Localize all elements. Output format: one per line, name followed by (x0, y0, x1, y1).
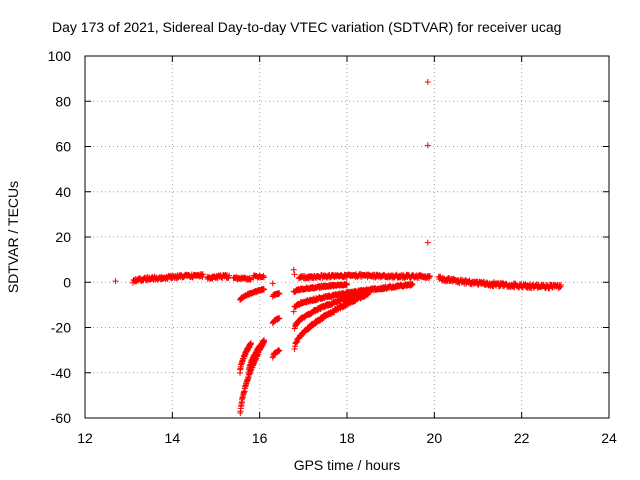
y-tick-label: 80 (55, 93, 71, 109)
data-point (276, 347, 283, 354)
y-tick-label: 60 (55, 139, 71, 155)
data-point (409, 281, 416, 288)
y-tick-label: 0 (63, 274, 71, 290)
data-points (112, 79, 564, 416)
data-point (424, 79, 431, 86)
y-tick-label: -20 (51, 320, 71, 336)
y-tick-label: -60 (51, 410, 71, 426)
data-point (112, 278, 119, 285)
y-tick-label: 100 (48, 48, 72, 64)
data-point (276, 290, 283, 297)
data-point (269, 280, 276, 287)
data-point (226, 272, 233, 279)
data-point (261, 274, 268, 281)
chart-title: Day 173 of 2021, Sidereal Day-to-day VTE… (52, 19, 561, 35)
y-tick-labels: 100 80 60 40 20 0 -20 -40 -60 (48, 48, 72, 426)
y-tick-label: 40 (55, 184, 71, 200)
data-point (424, 142, 431, 149)
data-point (247, 340, 254, 347)
x-tick-label: 12 (77, 430, 93, 446)
data-point (291, 271, 298, 278)
x-tick-label: 20 (427, 430, 443, 446)
x-tick-label: 24 (601, 430, 617, 446)
y-tick-label: 20 (55, 229, 71, 245)
y-tick-label: -40 (51, 365, 71, 381)
data-point (261, 338, 268, 345)
data-point (290, 266, 297, 273)
x-tick-label: 22 (514, 430, 530, 446)
data-point (344, 281, 350, 288)
data-point (199, 271, 206, 278)
data-point (290, 308, 297, 315)
x-tick-label: 16 (252, 430, 268, 446)
y-axis-label: SDTVAR / TECUs (5, 181, 21, 293)
x-axis-label: GPS time / hours (294, 457, 401, 473)
x-tick-label: 14 (165, 430, 181, 446)
x-tick-label: 18 (339, 430, 355, 446)
data-point (426, 273, 433, 280)
data-point (426, 272, 433, 279)
data-point (261, 286, 268, 293)
data-point (290, 288, 297, 295)
data-point (557, 282, 564, 289)
axis-ticks (84, 55, 610, 419)
grid-lines (85, 56, 609, 418)
data-point (424, 239, 431, 246)
x-tick-labels: 12 14 16 18 20 22 24 (77, 430, 617, 446)
data-point (276, 315, 283, 322)
data-point (545, 285, 552, 292)
